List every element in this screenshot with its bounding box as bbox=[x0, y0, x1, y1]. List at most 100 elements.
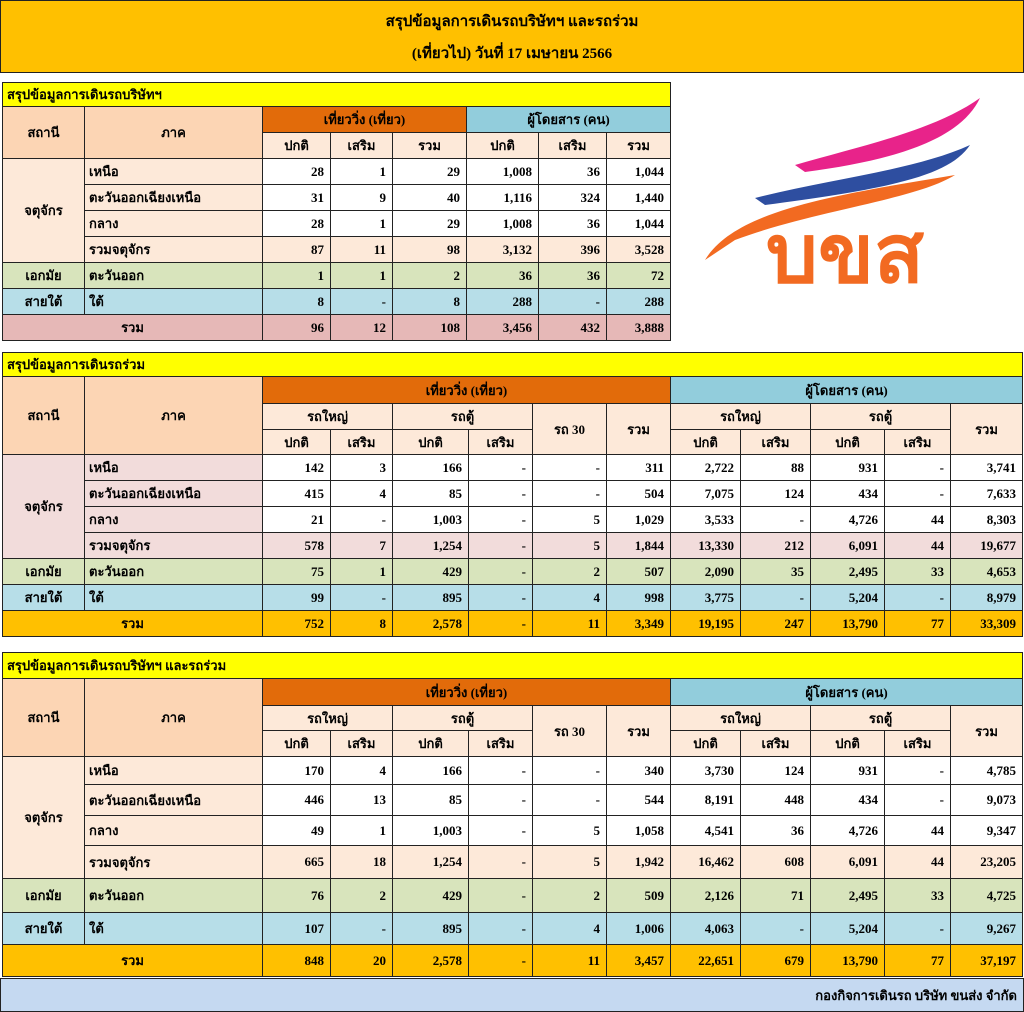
value-cell: 415 bbox=[262, 480, 331, 507]
header-cell: เสริม bbox=[330, 429, 393, 455]
value-cell: 107 bbox=[262, 912, 331, 945]
header-cell: รวม bbox=[392, 132, 467, 159]
region-cell: ใต้ bbox=[84, 912, 263, 945]
station-cell: จตุจักร bbox=[2, 454, 85, 559]
value-cell: 4,726 bbox=[810, 506, 885, 533]
value-cell: 2,090 bbox=[670, 558, 741, 585]
value-cell: 9,073 bbox=[950, 784, 1023, 816]
value-cell: 33 bbox=[884, 558, 951, 585]
header-cell: เสริม bbox=[468, 429, 533, 455]
value-cell: 2,495 bbox=[810, 878, 885, 913]
value-cell: 170 bbox=[262, 756, 331, 785]
total-cell: - bbox=[468, 610, 533, 637]
value-cell: - bbox=[532, 784, 607, 816]
value-cell: 931 bbox=[810, 756, 885, 785]
header-cell: ปกติ bbox=[392, 429, 469, 455]
total-cell: 2,578 bbox=[392, 944, 469, 977]
value-cell: 998 bbox=[606, 584, 671, 611]
table-title: สรุปข้อมูลการเดินรถร่วม bbox=[2, 352, 1023, 377]
value-cell: 931 bbox=[810, 454, 885, 481]
region-cell: กลาง bbox=[84, 210, 263, 237]
value-cell: - bbox=[468, 506, 533, 533]
value-cell: 7 bbox=[330, 532, 393, 559]
total-cell: 20 bbox=[330, 944, 393, 977]
value-cell: 9,347 bbox=[950, 815, 1023, 846]
value-cell: 4,726 bbox=[810, 815, 885, 846]
value-cell: 5 bbox=[532, 845, 607, 879]
value-cell: 895 bbox=[392, 912, 469, 945]
value-cell: 3,741 bbox=[950, 454, 1023, 481]
header-cell: เสริม bbox=[740, 730, 811, 757]
header-cell: ผู้โดยสาร (คน) bbox=[466, 106, 671, 133]
value-cell: 509 bbox=[606, 878, 671, 913]
value-cell: 36 bbox=[538, 158, 607, 185]
value-cell: 33 bbox=[884, 878, 951, 913]
value-cell: 1,008 bbox=[466, 158, 539, 185]
table-title: สรุปข้อมูลการเดินรถบริษัทฯ และรถร่วม bbox=[2, 652, 1023, 679]
header-cell: รถตู้ bbox=[392, 705, 533, 731]
total-cell: 3,888 bbox=[606, 314, 671, 341]
value-cell: 1,058 bbox=[606, 815, 671, 846]
header-cell: สถานี bbox=[2, 106, 85, 159]
value-cell: 13 bbox=[330, 784, 393, 816]
value-cell: 5 bbox=[532, 532, 607, 559]
total-label: รวม bbox=[2, 944, 263, 977]
value-cell: 9,267 bbox=[950, 912, 1023, 945]
header-cell: รถ 30 bbox=[532, 705, 607, 757]
region-cell: ตะวันออก bbox=[84, 878, 263, 913]
header-cell: ภาค bbox=[84, 678, 263, 757]
total-cell: 22,651 bbox=[670, 944, 741, 977]
total-cell: 77 bbox=[884, 610, 951, 637]
value-cell: - bbox=[884, 912, 951, 945]
header-cell: ปกติ bbox=[810, 730, 885, 757]
header-cell: เสริม bbox=[538, 132, 607, 159]
header-cell: ภาค bbox=[84, 376, 263, 455]
value-cell: 1 bbox=[330, 158, 393, 185]
value-cell: - bbox=[468, 558, 533, 585]
value-cell: 1,942 bbox=[606, 845, 671, 879]
value-cell: 1,844 bbox=[606, 532, 671, 559]
header-cell: เสริม bbox=[884, 730, 951, 757]
footer-text: กองกิจการเดินรถ บริษัท ขนส่ง จำกัด bbox=[815, 987, 1017, 1003]
station-cell: เอกมัย bbox=[2, 558, 85, 585]
header-cell: รถใหญ่ bbox=[262, 403, 393, 430]
value-cell: - bbox=[740, 506, 811, 533]
header-cell: สถานี bbox=[2, 678, 85, 757]
header-cell: ปกติ bbox=[392, 730, 469, 757]
total-cell: - bbox=[468, 944, 533, 977]
value-cell: 1,254 bbox=[392, 845, 469, 879]
value-cell: - bbox=[330, 912, 393, 945]
value-cell: 4,725 bbox=[950, 878, 1023, 913]
station-cell: จตุจักร bbox=[2, 158, 85, 263]
value-cell: 99 bbox=[262, 584, 331, 611]
logo: บขส bbox=[705, 98, 980, 300]
value-cell: - bbox=[468, 845, 533, 879]
region-cell: ตะวันออก bbox=[84, 262, 263, 289]
value-cell: 87 bbox=[262, 236, 331, 263]
value-cell: 28 bbox=[262, 210, 331, 237]
value-cell: 396 bbox=[538, 236, 607, 263]
header-cell: เที่ยววิ่ง (เที่ยว) bbox=[262, 376, 671, 404]
page-subtitle: (เที่ยวไป) วันที่ 17 เมษายน 2566 bbox=[411, 45, 613, 62]
header-cell: รถใหญ่ bbox=[262, 705, 393, 731]
value-cell: 5 bbox=[532, 815, 607, 846]
value-cell: 446 bbox=[262, 784, 331, 816]
value-cell: 36 bbox=[466, 262, 539, 289]
value-cell: 49 bbox=[262, 815, 331, 846]
header-cell: รวม bbox=[950, 403, 1023, 455]
value-cell: - bbox=[468, 532, 533, 559]
station-cell: เอกมัย bbox=[2, 878, 85, 913]
value-cell: 3,132 bbox=[466, 236, 539, 263]
value-cell: 2 bbox=[532, 558, 607, 585]
value-cell: 288 bbox=[466, 288, 539, 315]
value-cell: 1 bbox=[330, 210, 393, 237]
value-cell: 76 bbox=[262, 878, 331, 913]
region-cell: ใต้ bbox=[84, 584, 263, 611]
station-cell: สายใต้ bbox=[2, 288, 85, 315]
value-cell: - bbox=[330, 506, 393, 533]
value-cell: - bbox=[884, 756, 951, 785]
total-cell: 11 bbox=[532, 944, 607, 977]
value-cell: 36 bbox=[740, 815, 811, 846]
value-cell: 434 bbox=[810, 480, 885, 507]
value-cell: 2,126 bbox=[670, 878, 741, 913]
